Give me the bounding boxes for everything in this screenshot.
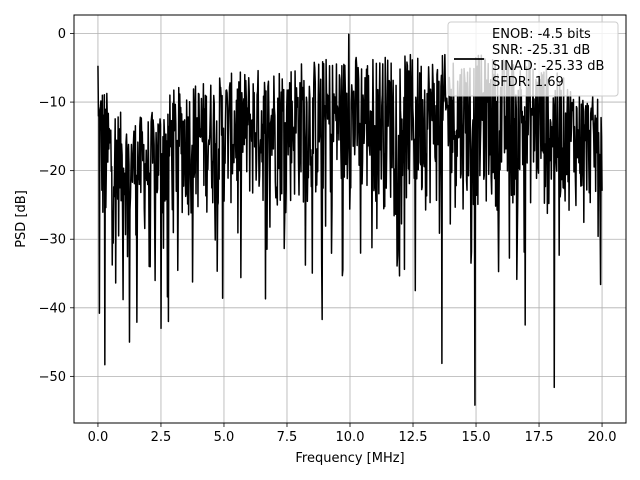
x-tick-label: 5.0 — [214, 430, 235, 445]
legend-entry-sinad: SINAD: -25.33 dB — [492, 59, 604, 74]
y-tick-label: −50 — [39, 370, 66, 385]
x-tick-label: 20.0 — [588, 430, 617, 445]
legend-box — [447, 21, 619, 97]
ticks: 0.0 2.5 5.0 7.5 10.0 12.5 15.0 17.5 20.0 0 −10 −20 −… — [39, 27, 617, 445]
legend-entry-snr: SNR: -25.31 dB — [492, 43, 590, 58]
psd-series-line — [97, 33, 603, 406]
legend-entry-enob: ENOB: -4.5 bits — [492, 27, 591, 42]
x-tick-label: 7.5 — [277, 430, 298, 445]
x-tick-label: 10.0 — [336, 430, 365, 445]
x-axis-label: Frequency [MHz] — [295, 451, 404, 466]
y-tick-label: −30 — [39, 233, 66, 248]
y-axis-label: PSD [dB] — [14, 190, 29, 248]
y-tick-label: −10 — [39, 96, 66, 111]
legend-entry-sfdr: SFDR: 1.69 — [492, 75, 564, 90]
x-tick-label: 2.5 — [151, 430, 172, 445]
x-tick-label: 12.5 — [399, 430, 428, 445]
x-tick-label: 17.5 — [525, 430, 554, 445]
legend: ENOB: -4.5 bits SNR: -25.31 dB SINAD: -2… — [447, 21, 619, 97]
y-tick-label: 0 — [58, 27, 66, 42]
y-tick-label: −40 — [39, 301, 66, 316]
plot-area — [97, 33, 603, 406]
y-tick-label: −20 — [39, 164, 66, 179]
x-tick-label: 15.0 — [462, 430, 491, 445]
x-tick-label: 0.0 — [88, 430, 109, 445]
